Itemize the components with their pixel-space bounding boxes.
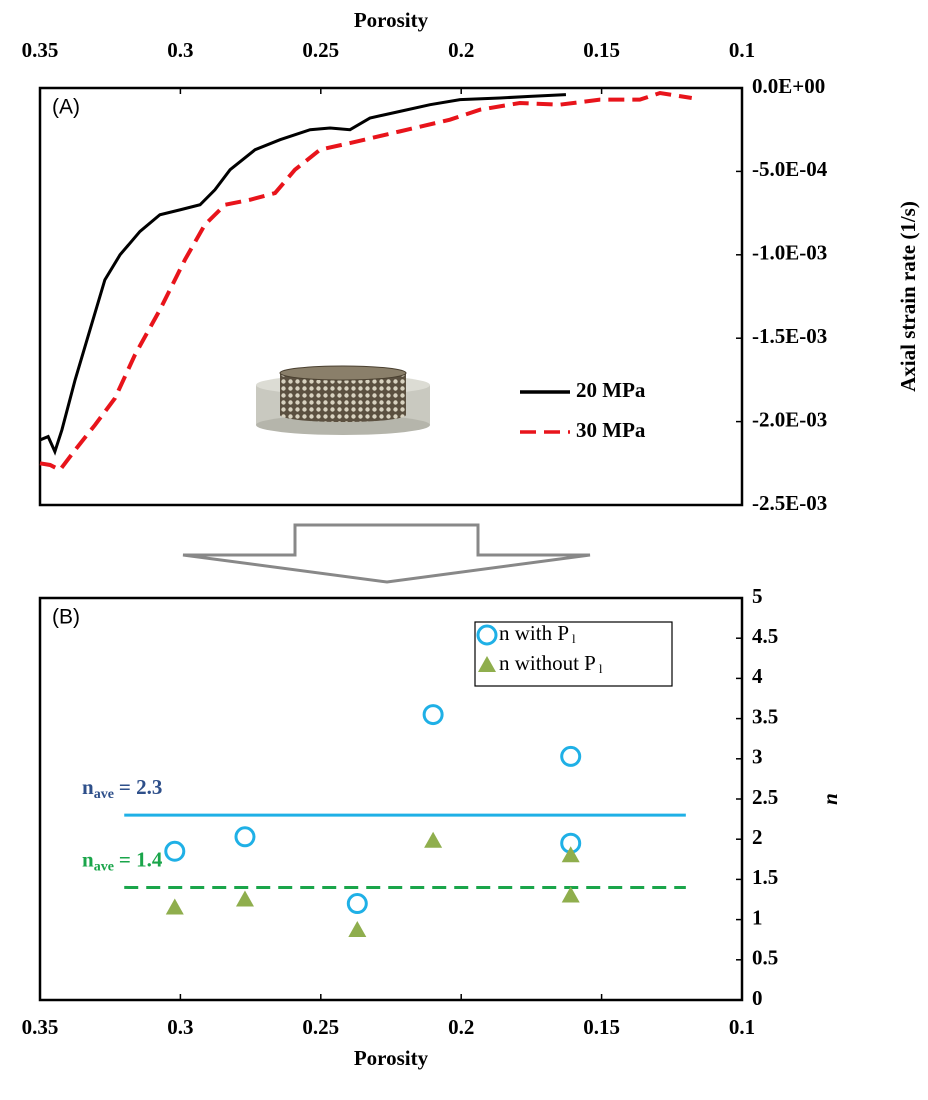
y-tick-label: 1.5 xyxy=(752,865,778,889)
y-tick-label: 0.5 xyxy=(752,946,778,970)
data-point xyxy=(164,840,186,862)
x-axis-title: Porosity xyxy=(354,1046,429,1070)
legend-box xyxy=(474,621,673,687)
y-tick-label: -2.5E-03 xyxy=(752,491,827,515)
y-tick-label: 0 xyxy=(752,986,763,1010)
x-tick-label: 0.35 xyxy=(22,1015,59,1039)
y-tick-label: -5.0E-04 xyxy=(752,157,828,181)
x-tick-label: 0.35 xyxy=(22,38,59,62)
plot-frame xyxy=(38,86,744,507)
data-line xyxy=(39,90,693,473)
x-tick-label: 0.2 xyxy=(448,38,474,62)
y-tick-label: 4.5 xyxy=(752,624,778,648)
panel-label: (A) xyxy=(52,96,80,119)
average-label-value: = 2.3 xyxy=(119,775,162,799)
average-label-sub: ave xyxy=(94,787,114,802)
legend-swatch xyxy=(478,656,496,672)
data-point xyxy=(561,846,580,863)
data-line xyxy=(39,93,567,456)
legend-label-name: n without P xyxy=(499,651,596,675)
data-point xyxy=(235,890,254,907)
x-tick-label: 0.25 xyxy=(302,38,339,62)
x-tick-label: 0.25 xyxy=(302,1015,339,1039)
arrow xyxy=(182,523,591,584)
y-axis-title: Axial strain rate (1/s) xyxy=(896,201,920,392)
data-point xyxy=(165,898,184,915)
legend-label-sub: l xyxy=(599,661,603,676)
average-label-n: n xyxy=(82,775,94,799)
legend-label: 30 MPa xyxy=(576,418,646,442)
data-point xyxy=(422,704,444,726)
x-tick-label: 0.3 xyxy=(167,38,193,62)
average-label-n: n xyxy=(82,847,94,871)
data-point xyxy=(234,826,256,848)
x-tick-label: 0.15 xyxy=(583,1015,620,1039)
y-tick-label: 3 xyxy=(752,745,763,769)
x-tick-label: 0.15 xyxy=(583,38,620,62)
legend-label: 20 MPa xyxy=(576,378,646,402)
y-tick-label: -2.0E-03 xyxy=(752,407,827,431)
y-tick-label: -1.0E-03 xyxy=(752,241,827,265)
average-label-sub: ave xyxy=(94,860,114,875)
x-tick-label: 0.1 xyxy=(729,1015,755,1039)
y-tick-label: 2.5 xyxy=(752,785,778,809)
panel-label: (B) xyxy=(52,606,80,629)
y-tick-label: 1 xyxy=(752,905,763,929)
data-point xyxy=(561,886,580,903)
data-point xyxy=(348,921,367,938)
x-tick-label: 0.2 xyxy=(448,1015,474,1039)
y-tick-label: 5 xyxy=(752,584,763,608)
y-tick-label: 2 xyxy=(752,825,763,849)
average-label-value: = 1.4 xyxy=(119,847,163,871)
x-axis-title: Porosity xyxy=(354,8,429,32)
y-tick-label: 3.5 xyxy=(752,704,778,728)
average-label: nave = 1.4 xyxy=(82,847,163,874)
y-tick-label: 0.0E+00 xyxy=(752,74,825,98)
x-tick-label: 0.1 xyxy=(729,38,755,62)
y-tick-label: -1.5E-03 xyxy=(752,324,827,348)
data-point xyxy=(346,893,368,915)
x-tick-label: 0.3 xyxy=(167,1015,193,1039)
data-point xyxy=(424,831,443,848)
sample-icon xyxy=(256,365,430,435)
data-point xyxy=(560,745,582,767)
y-tick-label: 4 xyxy=(752,664,763,688)
y-axis-title: n xyxy=(818,793,842,805)
average-label: nave = 2.3 xyxy=(82,775,162,802)
legend-swatch xyxy=(476,624,498,646)
legend-label-sub: l xyxy=(572,631,576,646)
legend-label-name: n with P xyxy=(499,621,569,645)
